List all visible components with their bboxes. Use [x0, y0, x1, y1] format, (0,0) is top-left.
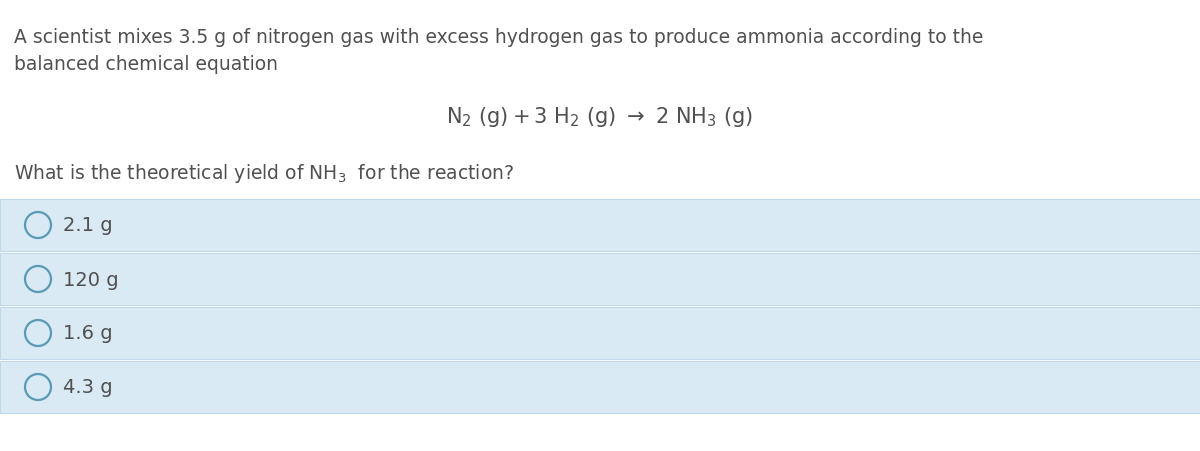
Text: 120 g: 120 g — [64, 270, 119, 289]
Bar — [0, 199, 1200, 252]
Text: What is the theoretical yield of $\mathrm{NH_3}$  for the reaction?: What is the theoretical yield of $\mathr… — [14, 161, 514, 184]
Text: $\mathrm{N_2\ (g) + 3\ H_2\ (g)\ \rightarrow\ 2\ NH_3\ (g)}$: $\mathrm{N_2\ (g) + 3\ H_2\ (g)\ \righta… — [446, 105, 754, 129]
Text: A scientist mixes 3.5 g of nitrogen gas with excess hydrogen gas to produce ammo: A scientist mixes 3.5 g of nitrogen gas … — [14, 28, 983, 47]
Bar — [0, 253, 1200, 305]
Text: balanced chemical equation: balanced chemical equation — [14, 55, 278, 74]
Text: 1.6 g: 1.6 g — [64, 324, 113, 343]
Text: 4.3 g: 4.3 g — [64, 377, 113, 396]
Bar — [0, 361, 1200, 413]
Text: 2.1 g: 2.1 g — [64, 216, 113, 235]
Bar — [0, 307, 1200, 359]
